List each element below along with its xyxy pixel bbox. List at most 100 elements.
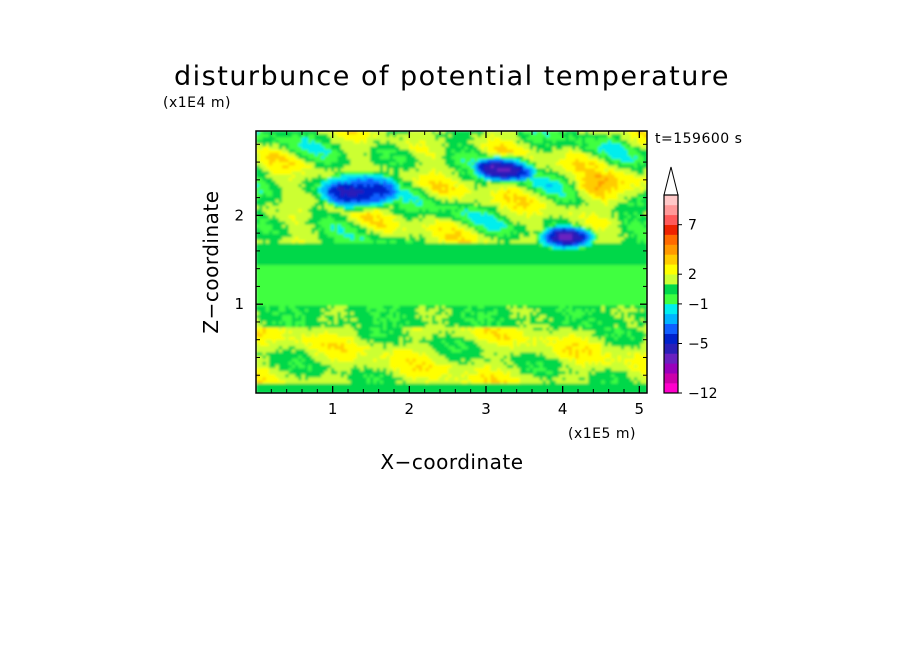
contour-cell [539,137,544,141]
contour-cell [526,240,531,244]
contour-cell [598,184,602,188]
contour-cell [471,243,475,248]
contour-cell [549,162,554,166]
contour-cell [513,140,518,145]
contour-cell [513,233,518,238]
contour-cell [278,237,283,241]
contour-cell [347,152,352,157]
contour-cell [330,162,335,166]
contour-cell [555,193,560,198]
contour-cell [259,131,264,135]
contour-cell [441,193,446,198]
contour-cell [510,177,515,182]
contour-cell [454,177,459,182]
contour-cell [415,155,420,160]
contour-cell [340,149,345,154]
contour-cell [343,218,348,223]
contour-cell [572,162,576,166]
contour-cell [630,146,635,151]
contour-cell [295,258,299,263]
contour-cell [643,205,647,210]
contour-cell [360,233,365,238]
contour-cell [604,215,609,219]
contour-cell [588,134,593,138]
contour-cell [529,215,534,219]
contour-cell [484,218,488,223]
contour-cell [513,215,518,219]
contour-cell [545,168,550,173]
contour-cell [480,155,485,160]
contour-cell [519,152,524,157]
contour-cell [562,208,567,213]
contour-cell [370,177,374,182]
contour-cell [480,187,485,191]
contour-cell [301,140,306,145]
contour-cell [575,215,580,219]
contour-cell [594,177,599,182]
contour-cell [568,187,573,191]
contour-cell [444,233,449,238]
contour-cell [487,202,492,207]
contour-cell [448,159,453,163]
contour-cell [418,165,423,170]
contour-cell [396,230,400,235]
contour-cell [575,162,580,166]
contour-cell [409,249,413,254]
contour-cell [396,168,400,173]
contour-cell [311,243,316,248]
contour-cell [343,152,348,157]
contour-cell [588,162,593,166]
contour-cell [448,140,453,145]
contour-cell [516,212,521,216]
contour-cell [418,131,423,135]
contour-cell [536,252,541,257]
contour-cell [448,168,453,173]
contour-cell [633,199,638,204]
contour-cell [493,212,498,216]
contour-cell [484,258,488,263]
y-multiplier: (x1E4 m) [163,95,231,111]
contour-cell [376,177,381,182]
contour-cell [409,143,413,148]
contour-cell [500,199,505,204]
contour-cell [340,224,345,229]
contour-cell [617,143,622,148]
contour-cell [262,193,267,198]
contour-cell [471,208,475,213]
contour-cell [425,237,430,241]
contour-cell [591,180,596,185]
contour-cell [399,140,404,145]
contour-cell [545,193,550,198]
contour-cell [298,140,303,145]
contour-cell [343,205,348,210]
contour-cell [324,221,329,226]
contour-cell [441,202,446,207]
contour-cell [545,140,550,145]
contour-cell [477,243,482,248]
contour-cell [383,187,387,191]
contour-cell [633,237,638,241]
contour-cell [578,230,583,235]
contour-cell [575,237,580,241]
contour-cell [526,215,531,219]
contour-cell [376,140,381,145]
contour-cell [490,196,495,201]
contour-cell [627,187,632,191]
contour-cell [444,171,449,176]
contour-cell [624,240,629,244]
contour-cell [441,218,446,223]
contour-cell [327,152,332,157]
contour-cell [536,205,541,210]
contour-cell [444,193,449,198]
contour-cell [256,131,260,135]
contour-cell [376,218,381,223]
contour-cell [510,252,515,257]
contour-cell [353,162,358,166]
contour-cell [474,171,479,176]
contour-cell [594,131,599,135]
contour-cell [448,233,453,238]
contour-cell [278,143,283,148]
contour-cell [262,143,267,148]
contour-cell [389,202,394,207]
contour-cell [392,184,397,188]
